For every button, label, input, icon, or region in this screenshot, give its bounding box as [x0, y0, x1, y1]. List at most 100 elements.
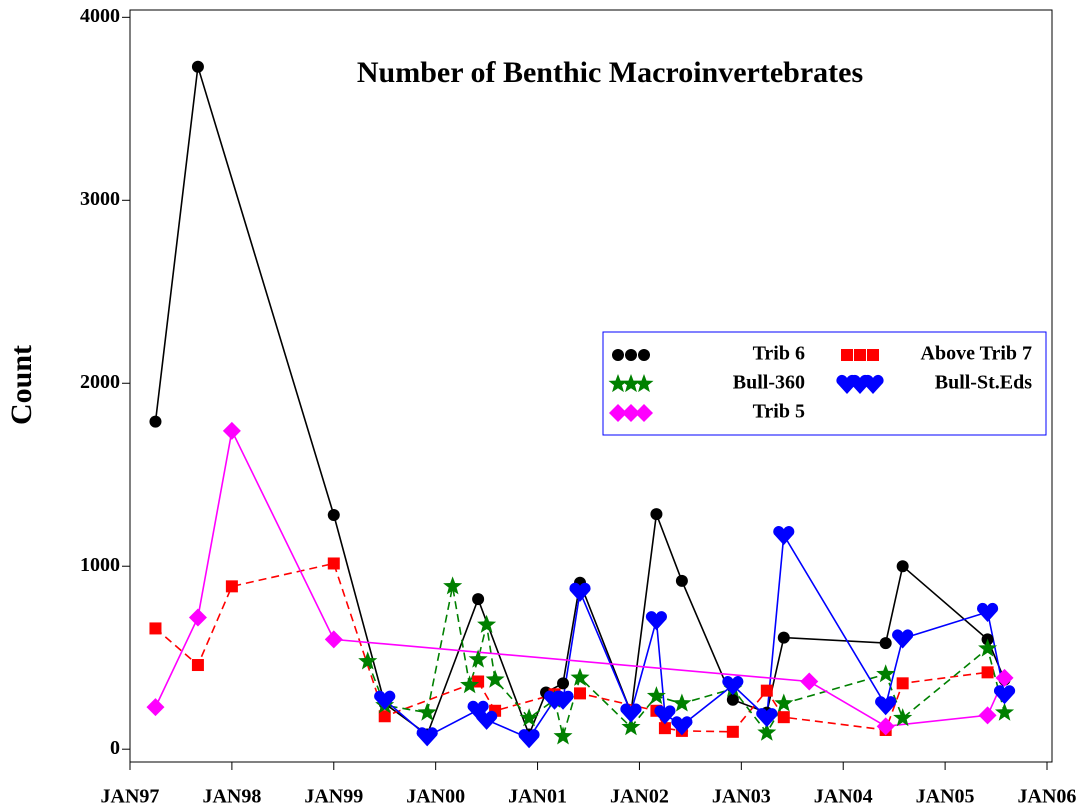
legend-label: Trib 6 — [753, 343, 805, 365]
point — [875, 696, 897, 716]
point — [841, 349, 853, 361]
point — [188, 608, 207, 627]
point — [225, 580, 238, 593]
point — [443, 576, 463, 595]
point — [477, 614, 497, 633]
point — [191, 60, 204, 73]
y-tick-label: 4000 — [80, 5, 120, 27]
point — [609, 404, 627, 422]
point — [557, 677, 570, 690]
point — [149, 622, 162, 635]
point — [324, 630, 343, 649]
x-tick-label: JAN04 — [814, 786, 873, 808]
point — [774, 693, 794, 712]
legend-label: Bull-St.Eds — [935, 372, 1032, 394]
point — [756, 708, 778, 728]
point — [146, 698, 165, 717]
point — [773, 526, 795, 546]
point — [876, 717, 895, 736]
point — [569, 582, 591, 602]
legend-label: Above Trib 7 — [921, 343, 1033, 365]
point — [552, 690, 574, 710]
series-line — [154, 66, 1006, 737]
point — [726, 693, 739, 706]
point — [612, 349, 624, 361]
point — [635, 404, 653, 422]
x-tick-label: JAN99 — [304, 786, 363, 808]
x-tick-label: JAN00 — [406, 786, 465, 808]
y-axis-label: Count — [5, 345, 38, 425]
point — [645, 611, 668, 631]
point — [995, 702, 1015, 721]
legend-item: Above Trib 7 — [841, 343, 1032, 365]
legend-item: Trib 6 — [612, 343, 805, 365]
point — [621, 717, 641, 736]
point — [191, 659, 204, 672]
point — [978, 638, 998, 657]
point — [374, 690, 396, 710]
x-tick-label: JAN03 — [712, 786, 771, 808]
plot-frame — [129, 9, 1053, 763]
point — [879, 637, 892, 650]
point — [622, 404, 640, 422]
point — [472, 593, 485, 606]
x-tick-label: JAN02 — [610, 786, 669, 808]
point — [621, 374, 641, 393]
point — [417, 702, 437, 721]
point — [722, 676, 744, 696]
point — [570, 667, 590, 686]
y-tick-label: 0 — [110, 737, 120, 759]
point — [800, 672, 819, 691]
point — [993, 685, 1016, 705]
point — [608, 374, 628, 393]
point — [876, 664, 896, 683]
series-line — [366, 586, 1006, 740]
point — [777, 711, 790, 724]
point — [777, 631, 790, 644]
point — [981, 666, 994, 679]
legend-item: Bull-360 — [608, 372, 805, 394]
legend-label: Bull-360 — [733, 372, 805, 394]
point — [638, 349, 650, 361]
point — [149, 415, 162, 428]
x-tick-label: JAN05 — [916, 786, 975, 808]
point — [671, 716, 693, 736]
legend-box — [602, 331, 1047, 436]
point — [327, 557, 340, 570]
y-tick-label: 1000 — [80, 554, 120, 576]
x-tick-label: JAN98 — [202, 786, 261, 808]
point — [634, 374, 654, 393]
point — [892, 629, 914, 649]
point — [726, 725, 739, 738]
x-tick-label: JAN06 — [1018, 786, 1077, 808]
point — [760, 684, 773, 697]
point — [519, 708, 539, 727]
x-tick-label: JAN97 — [101, 786, 160, 808]
series-line — [154, 562, 988, 733]
point — [476, 710, 498, 730]
point — [460, 675, 480, 694]
point — [976, 602, 999, 622]
legend-item: Trib 5 — [609, 401, 805, 423]
point — [358, 651, 378, 670]
point — [896, 560, 909, 573]
point — [654, 705, 676, 725]
y-tick-label: 3000 — [80, 188, 120, 210]
point — [893, 708, 913, 727]
point — [978, 706, 997, 725]
point — [625, 349, 637, 361]
point — [867, 349, 879, 361]
point — [675, 574, 688, 587]
point — [518, 729, 540, 749]
y-tick-label: 2000 — [80, 371, 120, 393]
point — [485, 669, 505, 688]
point — [672, 693, 692, 712]
point — [995, 668, 1014, 687]
legend-label: Trib 5 — [753, 401, 805, 423]
point — [620, 703, 642, 723]
point — [378, 710, 391, 723]
series-line — [154, 428, 1006, 728]
point — [650, 508, 663, 521]
point — [467, 700, 489, 720]
